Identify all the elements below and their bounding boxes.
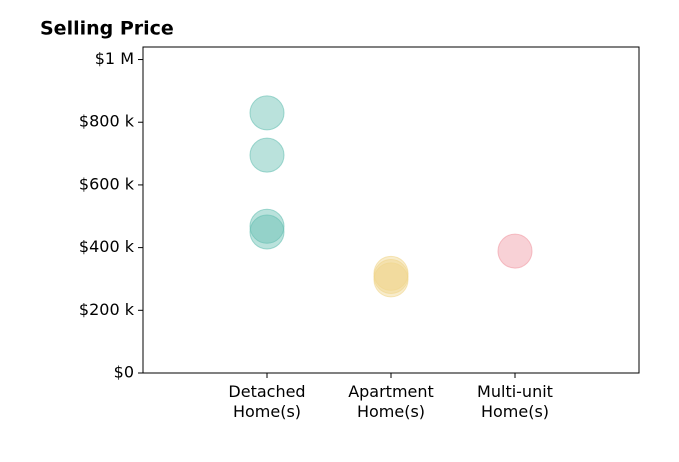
chart-title: Selling Price	[40, 18, 174, 40]
plot-frame	[142, 46, 640, 374]
point	[249, 95, 285, 131]
x-tick-label: Apartment Home(s)	[348, 382, 434, 421]
point	[497, 233, 533, 269]
y-tick-label: $400 k	[79, 237, 135, 256]
x-tick-label: Multi-unit Home(s)	[477, 382, 553, 421]
y-tick-label: $800 k	[79, 112, 135, 131]
point	[249, 208, 285, 244]
y-tick-label: $600 k	[79, 174, 135, 193]
x-tick-label: Detached Home(s)	[228, 382, 306, 421]
point	[373, 258, 409, 294]
point	[249, 214, 285, 250]
y-tick-label: $200 k	[79, 300, 135, 319]
y-tick-label: $0	[114, 363, 134, 382]
y-tick-label: $1 M	[95, 49, 134, 68]
point	[249, 137, 285, 173]
